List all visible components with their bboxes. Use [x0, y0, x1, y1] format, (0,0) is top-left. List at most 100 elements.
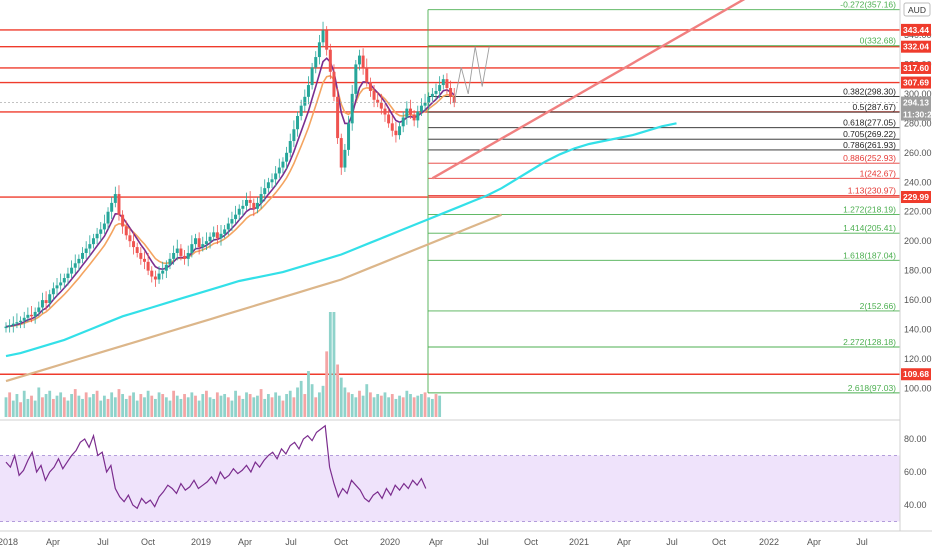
volume-bar	[234, 390, 237, 417]
candle	[441, 74, 445, 90]
candle-body	[452, 96, 456, 103]
level-tag-box	[901, 61, 931, 74]
candle	[285, 146, 289, 170]
volume-bar	[30, 395, 33, 417]
candle	[135, 242, 139, 258]
time-tick-label: 2022	[759, 537, 779, 547]
candle	[263, 179, 267, 202]
candle	[321, 21, 325, 47]
volume-bar	[168, 400, 172, 417]
time-tick-label: Jul	[477, 537, 489, 547]
candle-body	[142, 258, 146, 262]
fib-label: 1.414(205.41)	[843, 223, 896, 233]
candle	[408, 99, 412, 119]
current-price-box	[901, 96, 931, 121]
candle-body	[175, 248, 179, 253]
candle	[84, 241, 88, 259]
candle	[193, 233, 197, 251]
candle-body	[4, 326, 8, 329]
candle-body	[449, 87, 453, 97]
volume-bar	[383, 392, 387, 417]
level-tag: 317.60	[901, 61, 931, 74]
candle-body	[124, 226, 128, 236]
candle-body	[161, 270, 165, 274]
volume-bar	[412, 397, 416, 417]
candle	[219, 224, 223, 246]
candle-body	[339, 138, 343, 168]
candle-body	[379, 102, 383, 109]
level-tag-label: 332.04	[903, 42, 929, 52]
candle	[255, 197, 259, 214]
candle	[427, 92, 431, 111]
fib-label: 0.786(261.93)	[843, 140, 896, 150]
candle	[204, 232, 208, 251]
time-tick-label: Jul	[856, 537, 868, 547]
candle-body	[299, 105, 303, 116]
candle-body	[223, 229, 227, 234]
candle	[26, 307, 30, 323]
volume-bar	[310, 384, 314, 417]
candle-body	[70, 267, 74, 274]
candle	[365, 58, 369, 87]
trendlines[interactable]	[431, 0, 764, 180]
candle	[186, 245, 190, 267]
volume-bar	[343, 387, 347, 417]
candle-body	[387, 114, 391, 124]
level-tag-box	[901, 40, 931, 53]
candle	[99, 222, 103, 242]
volume-bar	[292, 397, 296, 417]
candle	[350, 85, 354, 131]
time-tick-label: 2020	[380, 537, 400, 547]
time-tick-label: Oct	[334, 537, 349, 547]
volume-bar	[183, 394, 186, 417]
candle	[150, 266, 154, 283]
candle-body	[376, 99, 380, 103]
candle-body	[135, 247, 139, 253]
volume-bar	[172, 390, 176, 417]
rsi-axis[interactable]: 80.00 60.00 40.00	[904, 434, 927, 510]
volume-bar	[299, 380, 303, 417]
volume-bar	[321, 385, 325, 417]
volume-bar	[106, 398, 110, 417]
candle	[394, 121, 398, 143]
price-tick-label: 300.00	[904, 89, 932, 99]
currency-badge[interactable]: AUD	[903, 2, 931, 17]
candle-body	[22, 317, 26, 321]
candle-body	[19, 320, 23, 323]
candle-body	[150, 270, 154, 277]
candle-body	[190, 244, 194, 253]
time-axis[interactable]: 2018 Apr Jul Oct 2019 Apr Jul Oct 2020 Apr Jul Oct 2…	[0, 537, 868, 547]
projection-path	[453, 46, 490, 103]
candle-body	[153, 276, 157, 280]
candle	[234, 205, 238, 224]
volume-bar	[347, 392, 350, 417]
candle-body	[15, 322, 19, 324]
volume-bar	[350, 394, 354, 417]
candle-body	[325, 30, 329, 50]
candle-body	[102, 223, 106, 230]
candle	[37, 301, 41, 317]
volume-bar	[11, 400, 15, 417]
candle	[66, 267, 70, 286]
candle-body	[208, 236, 212, 242]
volume-bar	[372, 397, 376, 417]
ascending-trendline	[431, 0, 746, 180]
candle	[248, 191, 252, 209]
volume-bar	[179, 398, 183, 417]
candle-body	[48, 294, 52, 304]
candle-body	[26, 314, 30, 318]
time-tick-label: 2019	[191, 537, 211, 547]
volume-bar	[281, 400, 285, 417]
candle	[237, 204, 241, 221]
candle-body	[193, 238, 197, 245]
level-tag-label: 229.99	[903, 192, 929, 202]
volume-bar	[139, 394, 143, 417]
candle	[281, 157, 285, 174]
candle	[15, 313, 19, 329]
volume-bar	[84, 392, 88, 417]
candle	[197, 232, 201, 255]
volume-bar	[332, 312, 336, 417]
candle	[77, 254, 81, 271]
candle-body	[88, 244, 92, 249]
